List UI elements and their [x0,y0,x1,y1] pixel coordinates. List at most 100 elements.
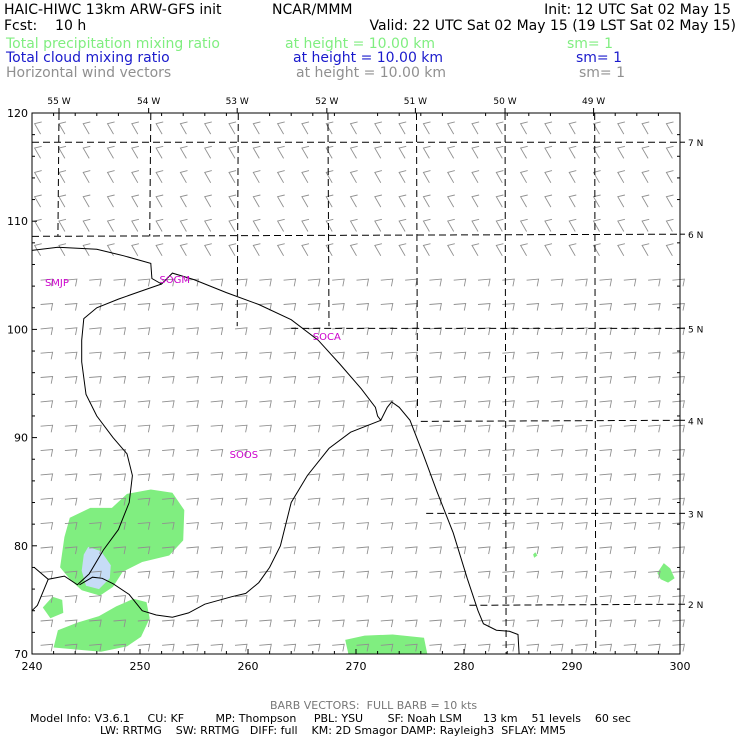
wind-barb [453,303,467,311]
wind-barb [137,595,151,603]
wind-barb [332,546,345,555]
wind-barb [40,473,54,482]
wind-barb [276,145,285,159]
wind-barb [283,473,297,482]
wind-barb [283,546,297,555]
wind-barb [568,194,577,208]
wind-barb [283,327,297,336]
wind-barb [82,243,91,257]
wind-barb-layer [33,121,685,652]
wind-barb [471,218,480,232]
wind-barb [179,218,188,232]
wind-barb [259,619,272,628]
wind-barb [447,170,455,184]
wind-barb [405,473,418,482]
wind-barb [137,497,151,506]
wind-barb [495,194,504,208]
wind-barb [665,194,674,208]
wind-barb [599,424,613,433]
wind-barb [106,218,115,232]
wind-barb [374,243,383,257]
wind-barb [502,473,515,482]
wind-barb [672,570,685,579]
grid-line [327,112,330,327]
wind-barb [64,327,78,336]
wind-barb [301,218,310,232]
wind-barb [422,243,431,257]
grid-line [57,112,60,237]
grid-line [236,112,239,327]
wind-barb [283,351,297,360]
wind-barb [131,218,140,232]
wind-barb [672,327,685,336]
wind-barb [356,546,370,555]
wind-barb [234,424,248,433]
wind-barb [89,376,102,384]
wind-barb [155,145,164,159]
wind-barb [64,619,78,628]
wind-barb [599,351,613,360]
wind-barb [544,145,553,159]
wind-barb [40,448,54,457]
wind-barb [599,643,613,652]
wind-barb [672,376,685,384]
wind-barb [82,145,91,159]
wind-barb [179,243,188,257]
wind-barb [453,570,467,579]
wind-barb [471,121,480,135]
wind-barb [332,400,345,409]
grid-line [149,112,152,237]
wind-barb [623,497,637,506]
wind-barb [259,643,272,652]
wind-barb [301,170,310,184]
wind-barb [64,351,78,360]
wind-barb [623,400,637,409]
lon-label: 49 W [582,97,605,107]
wind-barb [64,595,78,603]
wind-barb [453,448,467,457]
wind-barb [349,145,358,159]
grid-line [31,233,681,237]
wind-barb [526,546,540,555]
wind-barb [332,351,345,360]
wind-barb [429,278,442,287]
lat-label: 3 N [688,510,703,520]
wind-barb [526,619,540,628]
field-precip-smooth: sm= 1 [567,36,614,52]
wind-barb [623,278,637,287]
wind-barb [162,619,175,628]
field-cloud-name: Total cloud mixing ratio [6,50,170,66]
wind-barb [204,243,212,257]
wind-barb [623,327,637,336]
field-precip-height: at height = 10.00 km [285,36,436,52]
wind-barb [575,522,588,530]
wind-barb [113,448,127,457]
wind-barb [307,278,321,287]
wind-barb [380,327,394,336]
wind-barb [113,278,127,287]
y-tick-label: 110 [7,215,28,228]
wind-barb [307,570,321,579]
wind-barb [155,243,164,257]
lat-label: 7 N [688,139,703,149]
x-tick-label: 280 [454,660,475,673]
field-precip-name: Total precipitation mixing ratio [6,36,220,52]
wind-barb [648,400,661,409]
wind-barb [307,522,321,530]
wind-barb [568,121,577,135]
wind-barb [234,619,248,628]
wind-barb [259,448,272,457]
wind-barb [648,424,661,433]
wind-barb [519,170,528,184]
wind-barb [301,194,310,208]
wind-barb [137,643,151,652]
wind-barb [405,546,418,555]
grid-line [504,112,507,655]
wind-barb [113,424,127,433]
wind-barb [210,351,224,360]
wind-barb [568,145,577,159]
wind-barb [332,473,345,482]
wind-barb [64,303,78,311]
wind-barb [301,145,310,159]
wind-barb [89,400,102,409]
